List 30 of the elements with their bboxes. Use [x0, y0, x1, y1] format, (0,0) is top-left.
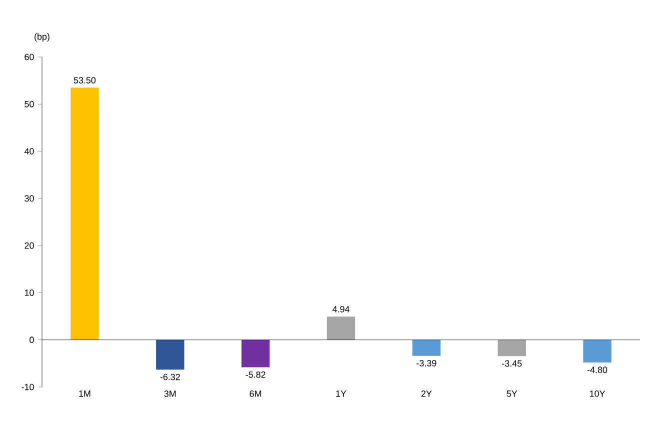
- y-tick-label: 60: [24, 54, 34, 60]
- y-tick-label: 0: [30, 336, 34, 344]
- y-tick-label: 10: [24, 290, 34, 296]
- y-tick-label: 20: [24, 242, 34, 249]
- bar: [583, 340, 612, 362]
- data-label: 4.94: [332, 306, 350, 312]
- x-tick-label: 5Y: [506, 390, 518, 397]
- bar: [156, 340, 184, 370]
- data-label: -3.45: [502, 360, 522, 367]
- y-axis-title: (bp): [34, 33, 50, 42]
- data-label: -5.82: [246, 371, 266, 378]
- x-tick-label: 6M: [250, 390, 262, 397]
- data-label: -6.32: [160, 374, 180, 380]
- x-tick-label: 2Y: [421, 390, 432, 397]
- data-label: 53.50: [74, 77, 96, 84]
- x-tick-label: 3M: [164, 390, 176, 397]
- x-tick-label: 1Y: [336, 390, 346, 397]
- data-label: -3.39: [416, 360, 436, 366]
- bar: [241, 340, 270, 368]
- x-tick-label: 1M: [79, 390, 90, 397]
- y-tick-label: 40: [24, 148, 34, 154]
- data-label: -4.80: [587, 366, 608, 374]
- y-tick-label: 30: [24, 195, 34, 202]
- bar: [498, 340, 526, 356]
- bar: [326, 316, 356, 340]
- y-tick-label: -10: [22, 384, 34, 390]
- y-tick-label: 50: [24, 100, 34, 108]
- x-tick-label: 10Y: [590, 390, 606, 397]
- bar: [412, 340, 441, 356]
- bar: [70, 88, 99, 340]
